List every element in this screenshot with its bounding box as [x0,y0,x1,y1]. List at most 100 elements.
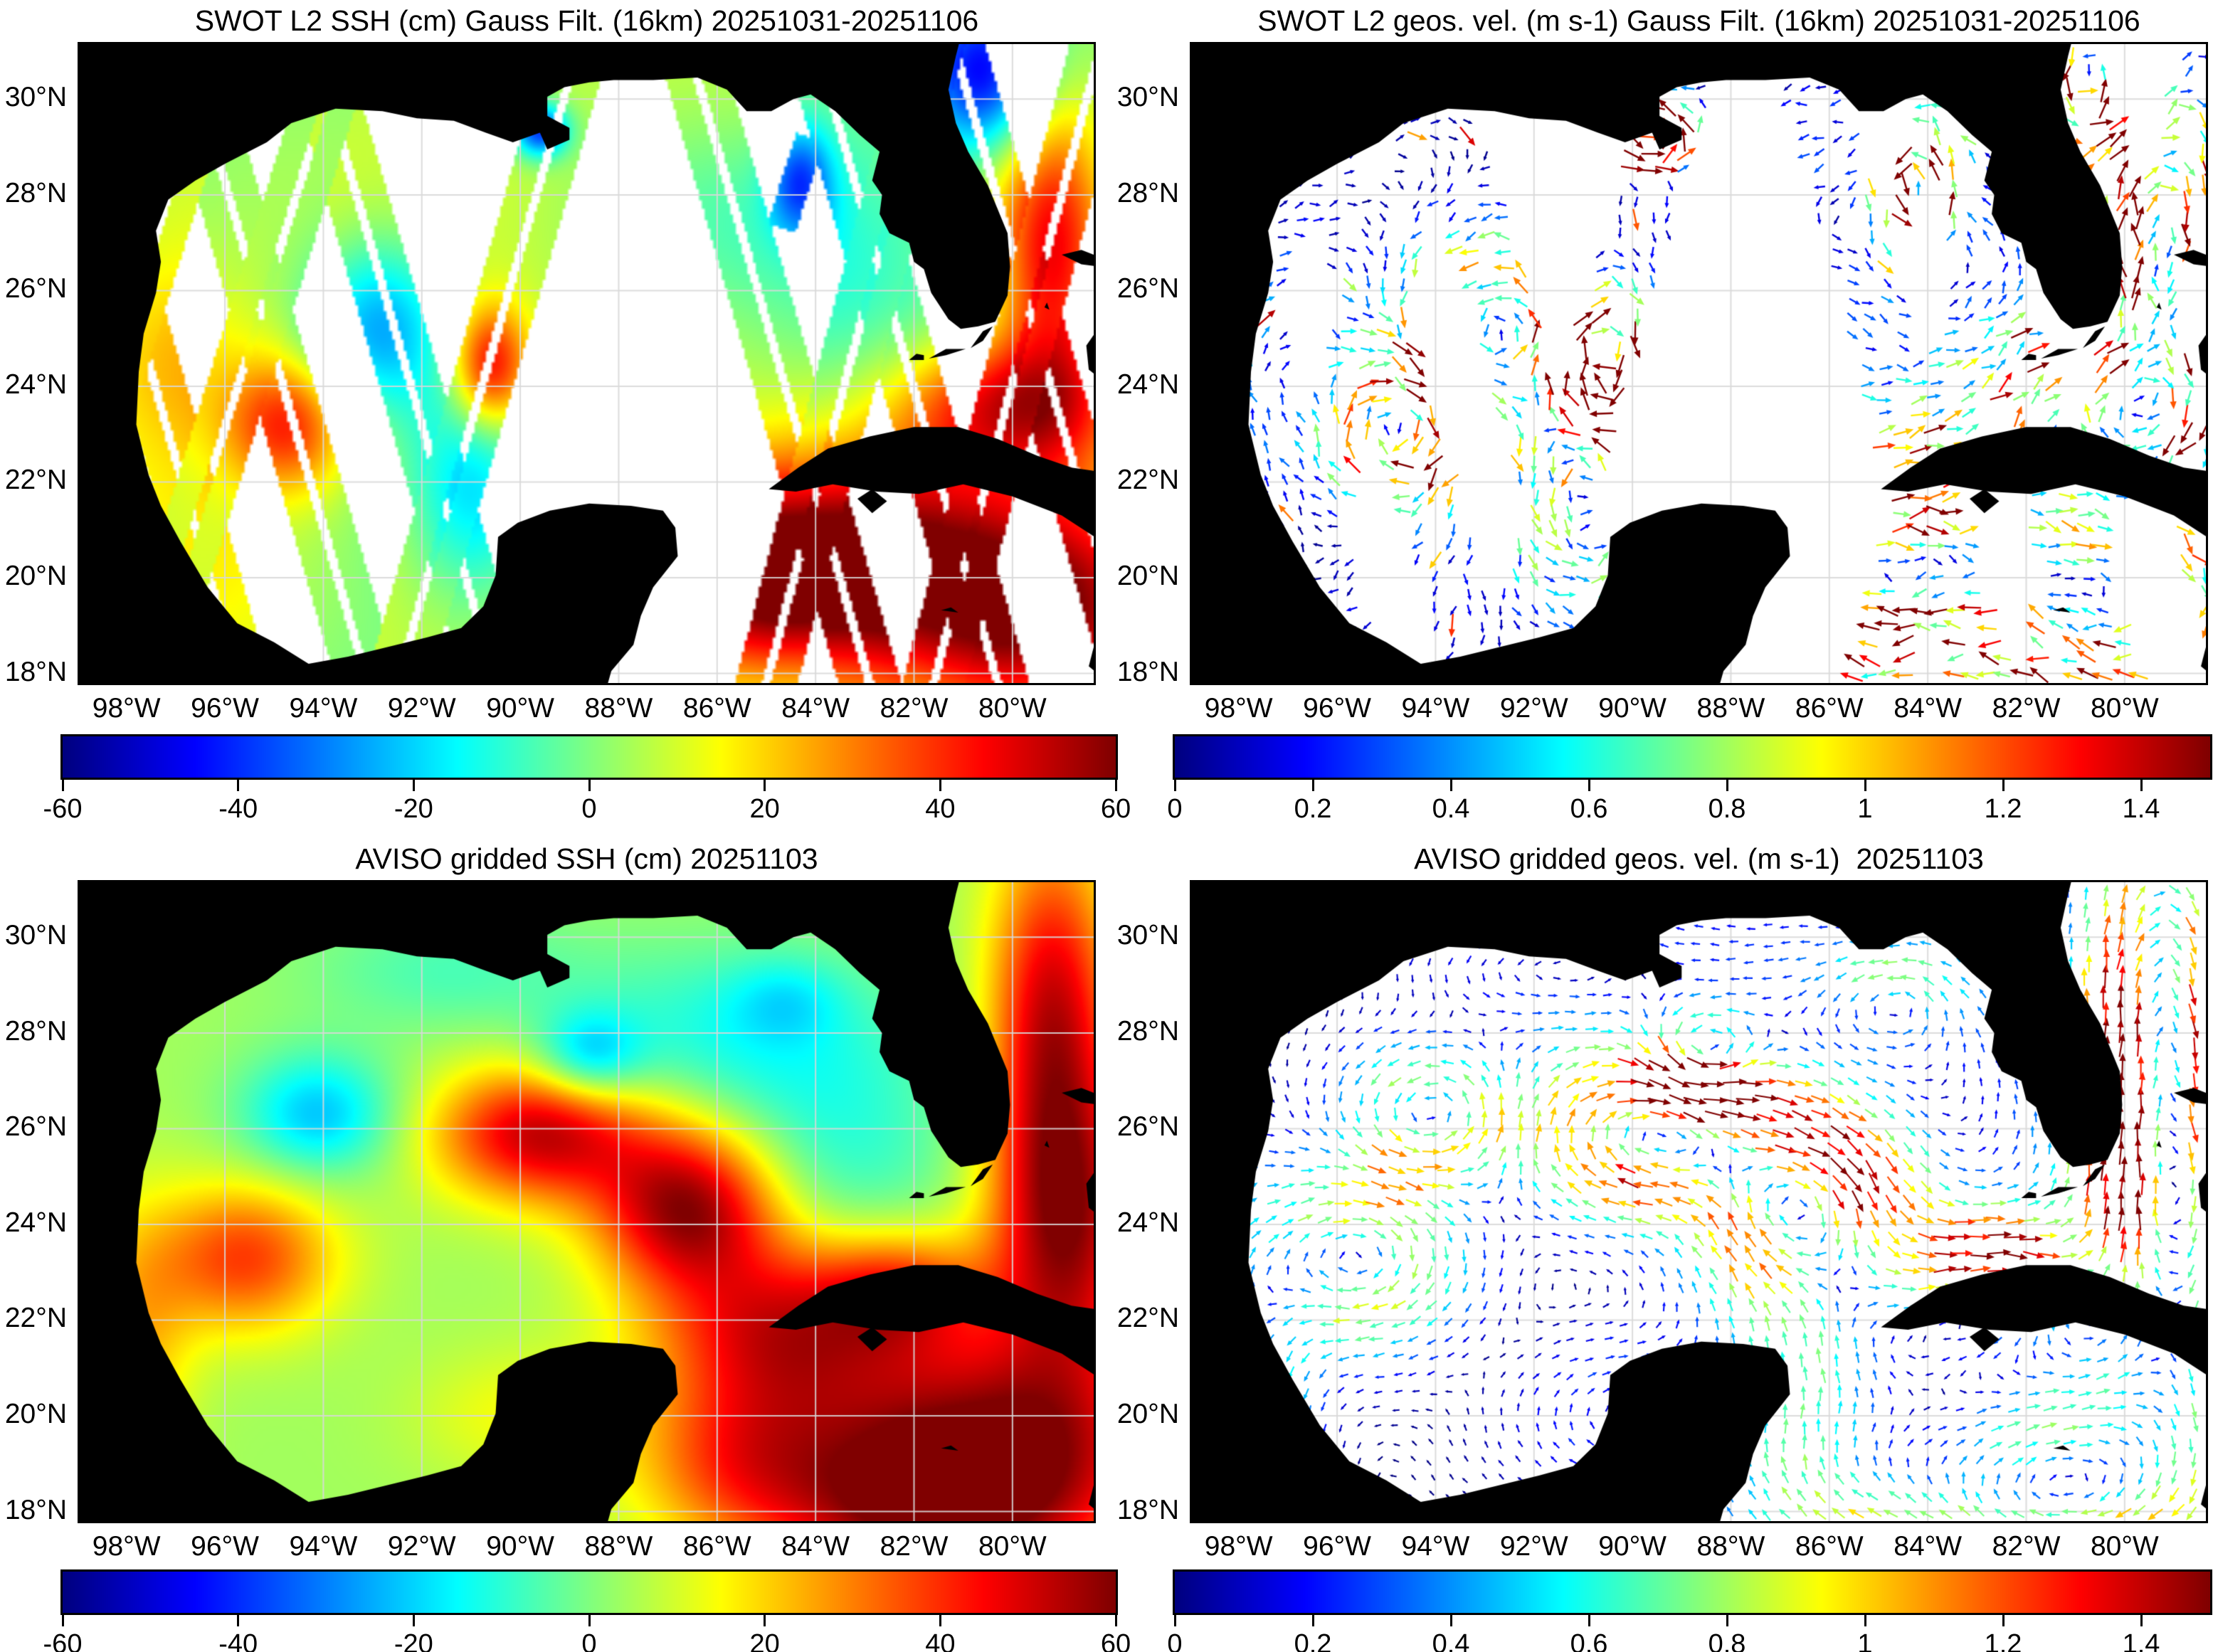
colorbar-tick-label: -40 [218,794,258,824]
x-axis-tick-label: 82°W [880,1531,949,1562]
y-axis-tick-label: 24°N [1116,1207,1179,1238]
colorbar-tick-label: 0 [1167,794,1183,824]
colorbar-tick-mark [2002,780,2005,791]
x-axis-tick-label: 92°W [387,693,456,724]
x-axis-tick-label: 84°W [1894,1531,1963,1562]
colorbar-tick-label: 1.4 [2122,794,2160,824]
colorbar-tick-mark [1449,1615,1452,1626]
y-axis-tick-label: 30°N [4,82,67,113]
x-axis-tick-label: 80°W [2090,693,2159,724]
colorbar-tick-label: 60 [1100,794,1131,824]
y-axis-tick-label: 28°N [4,1015,67,1047]
x-axis-tick-label: 98°W [92,693,161,724]
colorbar-tick-mark [1114,1615,1117,1626]
colorbar-tick-label: -40 [218,1629,258,1652]
y-axis-tick-label: 26°N [4,273,67,305]
colorbar-tick-label: 0.4 [1432,1629,1470,1652]
colorbar-tick-mark [1114,780,1117,791]
colorbar-tick-label: -20 [394,1629,433,1652]
x-axis-tick-label: 94°W [289,1531,358,1562]
x-axis-tick-label: 96°W [191,693,259,724]
colorbar-tick-mark [2002,1615,2005,1626]
colorbar-tick-mark [588,1615,591,1626]
colorbar-tick-label: 0.2 [1294,1629,1332,1652]
panel-title-aviso-vel: AVISO gridded geos. vel. (m s-1) 2025110… [1414,842,1984,875]
x-axis-tick-label: 80°W [978,693,1047,724]
colorbar-tick-label: 1.2 [1984,1629,2022,1652]
y-axis-tick-label: 22°N [1116,1303,1179,1334]
y-axis-tick-label: 18°N [4,1494,67,1525]
y-axis-tick-label: 24°N [1116,369,1179,400]
colorbar-tick-label: 20 [749,1629,780,1652]
x-axis-tick-label: 88°W [1696,1531,1765,1562]
colorbar-aviso-vel [1173,1569,2212,1615]
x-axis-tick-label: 98°W [1204,1531,1273,1562]
x-axis-tick-label: 98°W [92,1531,161,1562]
x-axis-tick-label: 96°W [1303,693,1371,724]
colorbar-tick-label: 0.6 [1570,1629,1608,1652]
y-axis-tick-label: 28°N [4,177,67,208]
colorbar-tick-mark [588,780,591,791]
colorbar-tick-mark [939,780,941,791]
colorbar-tick-mark [237,780,240,791]
y-axis-tick-label: 30°N [1116,920,1179,951]
x-axis-tick-label: 82°W [1992,693,2061,724]
colorbar-aviso-ssh [60,1569,1118,1615]
colorbar-tick-label: 0.2 [1294,794,1332,824]
colorbar-tick-mark [1588,780,1590,791]
x-axis-tick-label: 82°W [880,693,949,724]
colorbar-tick-label: 0.8 [1708,794,1746,824]
x-axis-tick-label: 92°W [1499,1531,1568,1562]
colorbar-tick-label: 0.8 [1708,1629,1746,1652]
x-axis-tick-label: 80°W [2090,1531,2159,1562]
colorbar-tick-label: 1.4 [2122,1629,2160,1652]
colorbar-tick-mark [1173,780,1176,791]
colorbar-tick-label: 0 [581,1629,597,1652]
y-axis-tick-label: 28°N [1116,177,1179,208]
colorbar-tick-mark [1726,1615,1728,1626]
colorbar-tick-label: 0.6 [1570,794,1608,824]
colorbar-tick-label: 40 [925,794,956,824]
colorbar-tick-label: -60 [43,794,83,824]
y-axis-tick-label: 20°N [1116,561,1179,591]
x-axis-tick-label: 86°W [682,1531,751,1562]
y-axis-tick-label: 26°N [1116,1111,1179,1143]
x-axis-tick-label: 96°W [191,1531,259,1562]
x-axis-tick-label: 84°W [1894,693,1963,724]
colorbar-tick-mark [1311,780,1314,791]
x-axis-tick-label: 84°W [781,693,850,724]
map-canvas-aviso-ssh [78,880,1096,1523]
x-axis-tick-label: 88°W [1696,693,1765,724]
y-axis-tick-label: 28°N [1116,1015,1179,1047]
panel-title-swot-vel: SWOT L2 geos. vel. (m s-1) Gauss Filt. (… [1257,4,2140,37]
colorbar-tick-label: 60 [1100,1629,1131,1652]
x-axis-tick-label: 90°W [486,1531,554,1562]
y-axis-tick-label: 22°N [1116,465,1179,496]
x-axis-tick-label: 90°W [1598,1531,1667,1562]
y-axis-tick-label: 18°N [1116,656,1179,687]
y-axis-tick-label: 30°N [1116,82,1179,113]
colorbar-tick-label: 1.2 [1984,794,2022,824]
colorbar-tick-label: 20 [749,794,780,824]
map-canvas-swot-vel [1190,42,2208,685]
colorbar-tick-mark [61,1615,64,1626]
map-canvas-aviso-vel [1190,880,2208,1523]
x-axis-tick-label: 88°W [584,693,653,724]
colorbar-tick-mark [412,1615,415,1626]
x-axis-tick-label: 90°W [486,693,554,724]
y-axis-tick-label: 20°N [4,1399,67,1429]
colorbar-tick-mark [939,1615,941,1626]
colorbar-tick-mark [1449,780,1452,791]
colorbar-swot-ssh [60,734,1118,780]
colorbar-tick-label: 0 [581,794,597,824]
panel-title-aviso-ssh: AVISO gridded SSH (cm) 20251103 [355,842,818,875]
colorbar-tick-mark [2140,1615,2143,1626]
y-axis-tick-label: 26°N [1116,273,1179,305]
x-axis-tick-label: 86°W [1795,1531,1864,1562]
colorbar-tick-label: 0 [1167,1629,1183,1652]
colorbar-tick-mark [1588,1615,1590,1626]
x-axis-tick-label: 94°W [1401,1531,1470,1562]
colorbar-tick-mark [1173,1615,1176,1626]
x-axis-tick-label: 92°W [1499,693,1568,724]
